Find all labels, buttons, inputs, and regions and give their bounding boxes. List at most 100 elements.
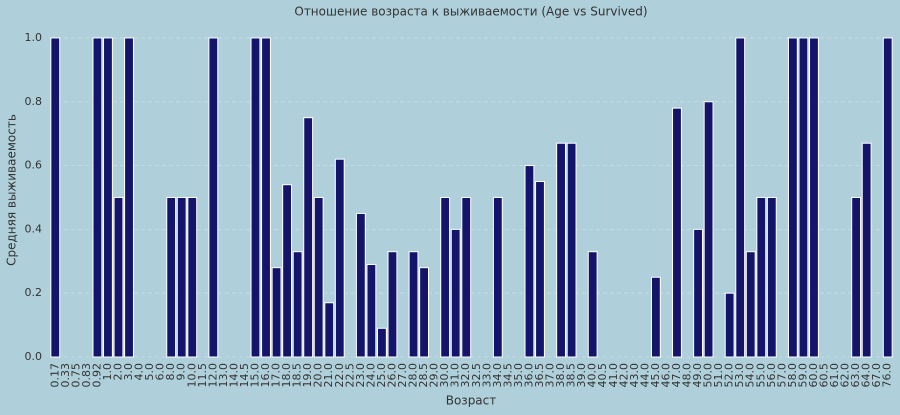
x-tick-label: 14.0	[227, 363, 240, 388]
bar	[556, 142, 566, 358]
x-tick-label: 21.0	[322, 363, 335, 388]
x-tick-label: 34.0	[491, 363, 504, 388]
x-tick-label: 4.0	[133, 363, 146, 381]
bar	[450, 228, 461, 358]
y-tick-label: 0.2	[25, 286, 43, 299]
bar	[166, 196, 177, 358]
bar	[366, 263, 377, 358]
bar	[735, 37, 746, 358]
x-tick-label: 18.0	[280, 363, 293, 388]
bar	[535, 181, 545, 358]
x-tick-label: 42.0	[617, 363, 630, 388]
x-tick-label: 63.0	[849, 363, 862, 388]
bar	[377, 327, 387, 358]
x-tick-label: 0.75	[69, 363, 82, 388]
x-tick-label: 52.0	[723, 363, 736, 388]
bar	[387, 251, 398, 358]
x-tick-label: 8.0	[164, 363, 177, 381]
x-tick-label: 1.0	[101, 363, 114, 381]
x-tick-label: 40.5	[596, 363, 609, 388]
x-tick-label: 0.92	[90, 363, 103, 388]
x-tick-label: 5.0	[143, 363, 156, 381]
bar	[492, 196, 503, 358]
x-tick-label: 36.0	[522, 363, 535, 388]
x-tick-label: 22.5	[343, 363, 356, 388]
x-tick-label: 14.5	[238, 363, 251, 388]
bar	[724, 292, 735, 358]
x-tick-label: 51.0	[712, 363, 725, 388]
x-tick-label: 27.0	[396, 363, 409, 388]
x-tick-label: 60.5	[818, 363, 831, 388]
bar	[176, 196, 187, 358]
chart-title: Отношение возраста к выживаемости (Age v…	[294, 5, 647, 19]
x-tick-label: 29.0	[428, 363, 441, 388]
x-tick-label: 32.5	[470, 363, 483, 388]
x-tick-label: 34.5	[501, 363, 514, 388]
x-tick-label: 0.83	[80, 363, 93, 388]
bar	[92, 37, 103, 358]
bar	[187, 196, 198, 358]
bar	[766, 196, 777, 358]
x-tick-label: 44.0	[638, 363, 651, 388]
x-tick-label: 67.0	[870, 363, 883, 388]
x-tick-label: 59.0	[796, 363, 809, 388]
bar	[798, 37, 809, 358]
bar	[334, 158, 345, 358]
bar	[524, 165, 535, 358]
x-tick-label: 12.0	[206, 363, 219, 388]
x-tick-label: 15.0	[248, 363, 261, 388]
x-tick-label: 6.0	[154, 363, 167, 381]
bar	[50, 37, 61, 358]
x-tick-label: 39.0	[575, 363, 588, 388]
bar	[261, 37, 271, 358]
bar	[809, 37, 819, 358]
x-tick-label: 43.0	[628, 363, 641, 388]
bar	[103, 37, 113, 358]
x-axis-title: Возраст	[446, 394, 497, 408]
bar	[303, 117, 314, 358]
x-tick-label: 22.0	[333, 363, 346, 388]
y-tick-label: 0.0	[25, 350, 43, 363]
x-tick-label: 10.0	[185, 363, 198, 388]
x-tick-label: 53.0	[733, 363, 746, 388]
bar	[461, 196, 472, 358]
bar	[313, 196, 324, 358]
x-tick-label: 41.0	[607, 363, 620, 388]
x-tick-label: 0.17	[48, 363, 61, 388]
x-tick-label: 19.0	[301, 363, 314, 388]
x-tick-label: 20.0	[312, 363, 325, 388]
bar	[208, 37, 219, 358]
x-tick-label: 58.0	[786, 363, 799, 388]
bar	[703, 101, 714, 358]
bar	[282, 184, 293, 358]
x-tick-label: 49.0	[691, 363, 704, 388]
y-tick-label: 0.6	[25, 159, 43, 172]
x-tick-label: 37.0	[544, 363, 557, 388]
x-tick-label: 33.0	[480, 363, 493, 388]
x-tick-label: 16.0	[259, 363, 272, 388]
bar	[745, 251, 756, 358]
x-tick-label: 45.0	[649, 363, 662, 388]
x-tick-label: 40.0	[586, 363, 599, 388]
bar	[440, 196, 451, 358]
x-tick-label: 48.0	[681, 363, 694, 388]
x-tick-label: 46.0	[659, 363, 672, 388]
x-tick-label: 28.5	[417, 363, 430, 388]
y-tick-label: 1.0	[25, 31, 43, 44]
bar	[408, 251, 419, 358]
x-tick-label: 13.0	[217, 363, 230, 388]
x-tick-label: 38.0	[554, 363, 567, 388]
bar	[756, 196, 767, 358]
x-tick-label: 18.5	[291, 363, 304, 388]
x-tick-label: 0.33	[59, 363, 72, 388]
x-tick-label: 64.0	[860, 363, 873, 388]
y-tick-label: 0.8	[25, 95, 43, 108]
x-tick-label: 50.0	[702, 363, 715, 388]
x-tick-label: 61.0	[828, 363, 841, 388]
bar	[250, 37, 261, 358]
bar	[693, 228, 703, 358]
bar	[882, 37, 893, 358]
bar	[566, 142, 577, 358]
x-tick-label: 11.5	[196, 363, 209, 388]
